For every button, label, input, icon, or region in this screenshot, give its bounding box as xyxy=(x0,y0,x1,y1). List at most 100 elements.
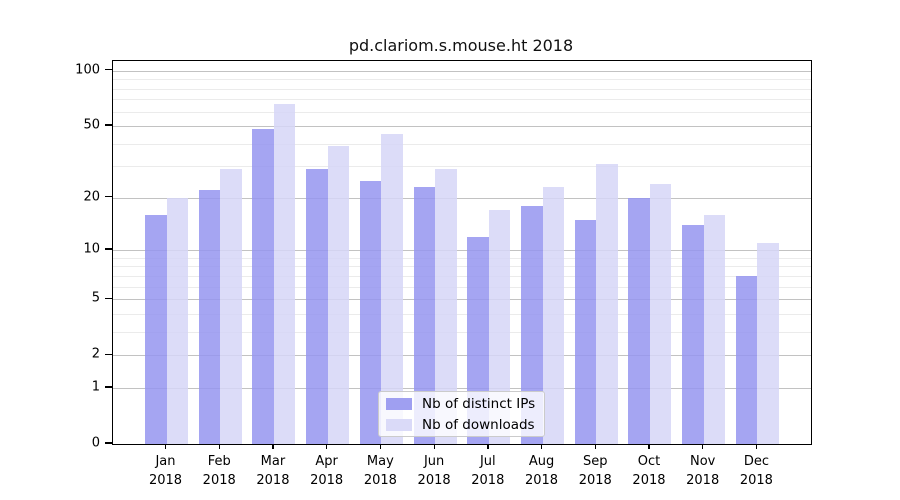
x-tick-mark xyxy=(487,444,489,449)
gridline-minor xyxy=(113,99,811,101)
x-tick-mark xyxy=(594,444,596,449)
x-tick-label-month: Sep xyxy=(582,454,608,469)
x-tick-mark xyxy=(379,444,382,449)
y-tick-label: 2 xyxy=(91,346,100,362)
bar-downloads xyxy=(327,145,350,444)
x-tick-label-year: 2018 xyxy=(471,473,505,488)
x-tick-label-month: Jun xyxy=(423,454,445,469)
bar-distinct-ips xyxy=(306,169,328,444)
x-tick-label: Jun 2018 xyxy=(407,452,461,490)
gridline-minor xyxy=(113,266,811,268)
x-tick-label: Apr 2018 xyxy=(300,452,354,490)
x-tick-label-month: Apr xyxy=(315,454,338,469)
x-tick-label: May 2018 xyxy=(353,452,407,490)
bar-downloads xyxy=(220,169,242,444)
y-tick-mark xyxy=(105,353,112,355)
y-tick-mark xyxy=(105,124,112,126)
gridline-minor xyxy=(113,88,811,90)
y-tick-label: 1 xyxy=(91,379,100,395)
x-tick-label: Mar 2018 xyxy=(246,452,300,490)
x-tick-label-year: 2018 xyxy=(417,473,451,488)
x-tick-label-year: 2018 xyxy=(739,473,773,488)
y-tick-mark xyxy=(105,442,112,444)
gridline-major xyxy=(113,387,811,389)
legend-swatch xyxy=(386,397,412,410)
chart-title: pd.clariom.s.mouse.ht 2018 xyxy=(348,36,574,55)
bar-downloads xyxy=(166,197,188,444)
x-tick-mark xyxy=(326,444,328,449)
legend-swatch xyxy=(386,418,412,431)
y-tick-mark xyxy=(105,248,112,250)
gridline-minor xyxy=(113,275,811,277)
bar-downloads xyxy=(542,187,565,444)
x-tick-mark xyxy=(648,444,650,449)
gridline-major xyxy=(113,197,811,199)
bar-distinct-ips xyxy=(359,180,382,444)
x-tick-label-year: 2018 xyxy=(632,473,666,488)
y-tick-label: 10 xyxy=(83,241,100,257)
legend-label: Nb of downloads xyxy=(422,416,535,433)
x-tick-label: Aug 2018 xyxy=(515,452,569,490)
x-tick-label-year: 2018 xyxy=(148,473,183,488)
gridline-minor xyxy=(113,313,811,315)
x-tick-label-month: Feb xyxy=(207,454,231,469)
gridline-major xyxy=(113,250,811,252)
bar-downloads xyxy=(596,163,618,444)
x-tick-label-year: 2018 xyxy=(578,473,612,488)
bar-downloads xyxy=(273,104,296,444)
x-tick-label: Dec 2018 xyxy=(729,452,783,490)
bar-distinct-ips xyxy=(574,219,597,444)
bar-distinct-ips xyxy=(145,214,167,444)
x-tick-label-month: Oct xyxy=(637,454,661,469)
gridline-minor xyxy=(113,286,811,288)
x-tick-label-year: 2018 xyxy=(310,473,344,488)
legend-entry: Nb of downloads xyxy=(386,417,544,433)
bar-distinct-ips xyxy=(521,205,543,444)
x-tick-label: Sep 2018 xyxy=(568,452,622,490)
bar-downloads xyxy=(435,169,457,444)
bar-distinct-ips xyxy=(628,197,650,444)
x-tick-label-year: 2018 xyxy=(202,473,236,488)
bar-downloads xyxy=(488,210,511,444)
x-tick-label-year: 2018 xyxy=(256,473,290,488)
y-tick-label: 20 xyxy=(83,189,100,205)
y-tick-mark xyxy=(105,297,112,299)
bar-distinct-ips xyxy=(735,275,758,444)
bar-downloads xyxy=(703,214,726,444)
y-tick-label: 100 xyxy=(75,62,100,78)
x-tick-label: Nov 2018 xyxy=(676,452,730,490)
x-tick-label: Oct 2018 xyxy=(622,452,676,490)
gridline-minor xyxy=(113,257,811,259)
x-tick-mark xyxy=(702,444,704,449)
bar-distinct-ips xyxy=(252,129,274,444)
y-tick-label: 50 xyxy=(83,117,100,133)
bar-distinct-ips xyxy=(413,187,436,444)
bar-distinct-ips xyxy=(198,190,221,444)
gridline-major xyxy=(113,126,811,128)
gridline-major xyxy=(113,355,811,357)
gridline-minor xyxy=(113,331,811,333)
y-tick-mark xyxy=(105,196,112,198)
legend: Nb of distinct IPs Nb of downloads xyxy=(378,391,545,437)
bar-distinct-ips xyxy=(682,225,704,444)
gridline-major xyxy=(113,70,811,72)
x-tick-mark xyxy=(433,444,435,449)
gridline-minor xyxy=(113,166,811,168)
x-tick-label-month: Nov xyxy=(690,454,716,469)
y-tick-mark xyxy=(105,69,112,71)
x-tick-mark xyxy=(272,444,274,449)
x-tick-label-month: Dec xyxy=(743,454,769,469)
x-tick-label-year: 2018 xyxy=(524,473,559,488)
x-tick-label: Jan 2018 xyxy=(139,452,193,490)
x-tick-label: Jul 2018 xyxy=(461,452,515,490)
x-tick-label: Feb 2018 xyxy=(192,452,246,490)
x-tick-label-month: Mar xyxy=(260,454,286,469)
x-tick-label-year: 2018 xyxy=(686,473,720,488)
bar-downloads xyxy=(381,134,403,444)
gridline-major xyxy=(113,299,811,301)
x-tick-mark xyxy=(164,444,167,449)
x-tick-mark xyxy=(755,444,758,449)
x-tick-label-month: Jul xyxy=(479,454,496,469)
legend-label: Nb of distinct IPs xyxy=(422,395,536,412)
